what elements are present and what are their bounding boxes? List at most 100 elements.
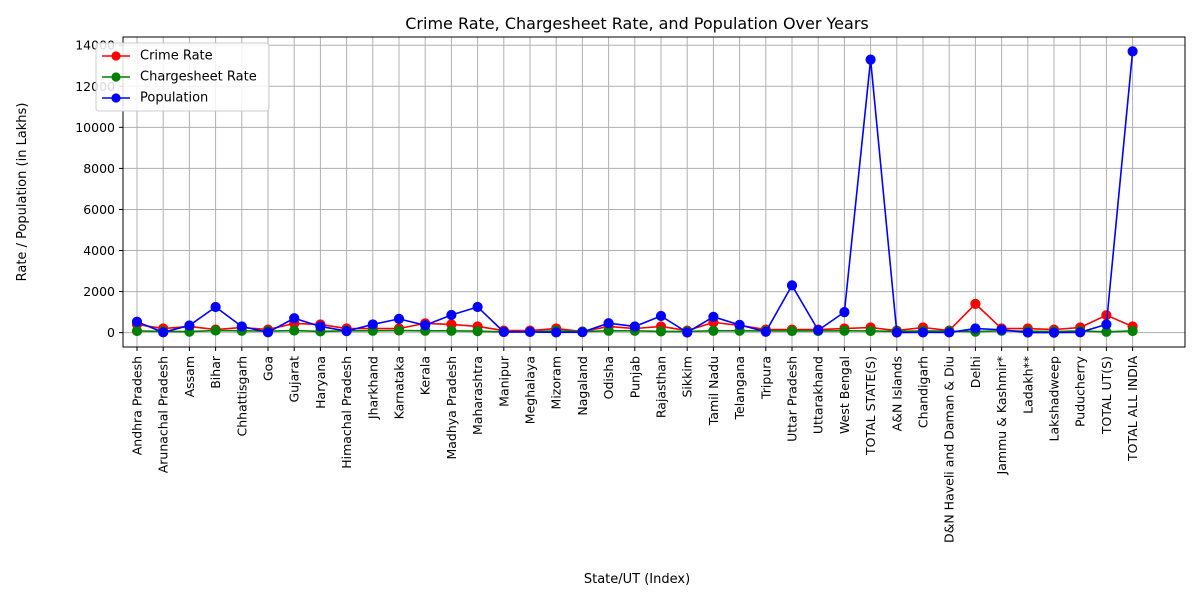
x-tick-label: Gujarat <box>287 356 302 403</box>
population-point <box>996 324 1007 335</box>
y-tick-label: 4000 <box>83 243 115 258</box>
population-point <box>655 310 667 322</box>
population-point <box>1022 327 1033 338</box>
x-tick-label: Madhya Pradesh <box>444 356 459 460</box>
chargesheet-rate-point <box>393 325 405 336</box>
population-point <box>970 323 981 334</box>
x-tick-label: Chandigarh <box>916 356 931 428</box>
population-point <box>891 327 902 338</box>
population-point <box>551 327 562 338</box>
legend: Crime Rate Chargesheet Rate Population <box>95 42 270 112</box>
x-tick-label: Manipur <box>496 355 511 407</box>
population-point <box>813 325 824 336</box>
y-axis-title: Rate / Population (in Lakhs) <box>15 103 30 282</box>
series-layer <box>131 46 1138 338</box>
chargesheet-rate-point <box>865 325 876 337</box>
population-point <box>760 326 771 337</box>
chart-title: Crime Rate, Chargesheet Rate, and Popula… <box>405 14 868 33</box>
x-tick-label: Jammu & Kashmir* <box>994 356 1009 475</box>
x-tick-label: Chhattisgarh <box>234 356 249 436</box>
axis-ticks: Andhra Pradesh Arunachal Pradesh Assam Biha… <box>75 38 1140 543</box>
population-point <box>917 327 929 338</box>
population-point <box>262 327 274 338</box>
population-point <box>315 321 326 332</box>
chargesheet-rate-point <box>655 326 667 337</box>
chargesheet-rate-point <box>131 325 143 337</box>
x-tick-label: Uttarakhand <box>811 356 826 434</box>
population-point <box>524 326 536 338</box>
x-tick-label: Odisha <box>601 356 616 399</box>
population-point <box>472 301 483 313</box>
population-point <box>236 321 247 332</box>
y-tick-label: 2000 <box>83 284 115 299</box>
legend-crime-rate-label: Crime Rate <box>140 49 213 64</box>
population-point <box>944 327 955 338</box>
x-tick-label: Puducherry <box>1073 355 1088 427</box>
y-tick-label: 6000 <box>83 202 115 217</box>
x-tick-label: Himachal Pradesh <box>339 356 354 469</box>
x-tick-label: Goa <box>261 356 276 381</box>
chargesheet-rate-point <box>839 325 850 336</box>
population-series <box>131 46 1138 338</box>
x-tick-label: Lakshadweep <box>1047 356 1062 441</box>
x-tick-label: Rajasthan <box>654 356 669 418</box>
chargesheet-rate-point <box>289 325 300 336</box>
population-point <box>1048 327 1060 338</box>
x-tick-label: Uttar Pradesh <box>785 356 800 442</box>
crime-rate-point <box>970 298 981 309</box>
population-point <box>629 321 640 332</box>
x-tick-label: Maharashtra <box>470 356 485 435</box>
legend-chargesheet-rate-marker <box>111 72 121 82</box>
population-point <box>1075 327 1086 338</box>
population-point <box>367 319 378 330</box>
plot-frame <box>122 36 1186 348</box>
population-point <box>393 313 405 324</box>
y-tick-label: 10000 <box>75 120 115 135</box>
x-tick-label: A&N Islands <box>889 356 904 431</box>
x-tick-label: Punjab <box>627 356 642 398</box>
x-axis-title: State/UT (Index) <box>584 572 690 587</box>
legend-population-marker <box>111 93 121 103</box>
x-tick-label: TOTAL ALL INDIA <box>1125 356 1140 462</box>
population-point <box>1101 319 1112 330</box>
population-point <box>603 318 614 329</box>
population-point <box>184 320 195 331</box>
population-point <box>341 325 352 337</box>
population-point <box>498 326 509 338</box>
chargesheet-rate-point <box>1127 325 1138 337</box>
x-tick-label: Assam <box>182 356 197 397</box>
x-tick-label: Nagaland <box>575 356 590 416</box>
x-tick-label: Tripura <box>758 356 773 400</box>
chargesheet-rate-point <box>708 325 719 336</box>
x-tick-label: West Bengal <box>837 356 852 434</box>
chargesheet-rate-point <box>446 325 457 336</box>
x-tick-label: Bihar <box>208 355 223 389</box>
x-tick-label: Jharkhand <box>365 356 380 420</box>
x-tick-label: Karnataka <box>392 356 407 419</box>
population-point <box>289 313 300 324</box>
chargesheet-rate-point <box>472 326 483 337</box>
population-point <box>1127 46 1138 57</box>
x-tick-label: Kerala <box>418 356 433 395</box>
population-point <box>786 280 798 291</box>
population-point <box>210 301 221 313</box>
x-tick-label: TOTAL STATE(S) <box>863 356 878 456</box>
legend-chargesheet-rate-label: Chargesheet Rate <box>140 70 257 85</box>
x-tick-label: D&N Haveli and Daman & Diu <box>942 356 957 543</box>
legend-frame <box>95 42 270 112</box>
x-tick-label: Andhra Pradesh <box>130 356 145 455</box>
x-tick-label: Sikkim <box>680 356 695 398</box>
population-point <box>708 311 719 322</box>
x-tick-label: Arunachal Pradesh <box>156 356 171 473</box>
population-point <box>734 319 745 330</box>
population-point <box>446 309 457 321</box>
x-tick-label: Delhi <box>968 356 983 388</box>
legend-population-label: Population <box>140 91 208 106</box>
legend-crime-rate-marker <box>111 51 121 61</box>
chargesheet-rate-point <box>210 325 221 336</box>
population-point <box>682 327 693 338</box>
population-point <box>131 316 143 327</box>
x-tick-label: TOTAL UT(S) <box>1099 356 1114 435</box>
population-point <box>420 320 431 331</box>
